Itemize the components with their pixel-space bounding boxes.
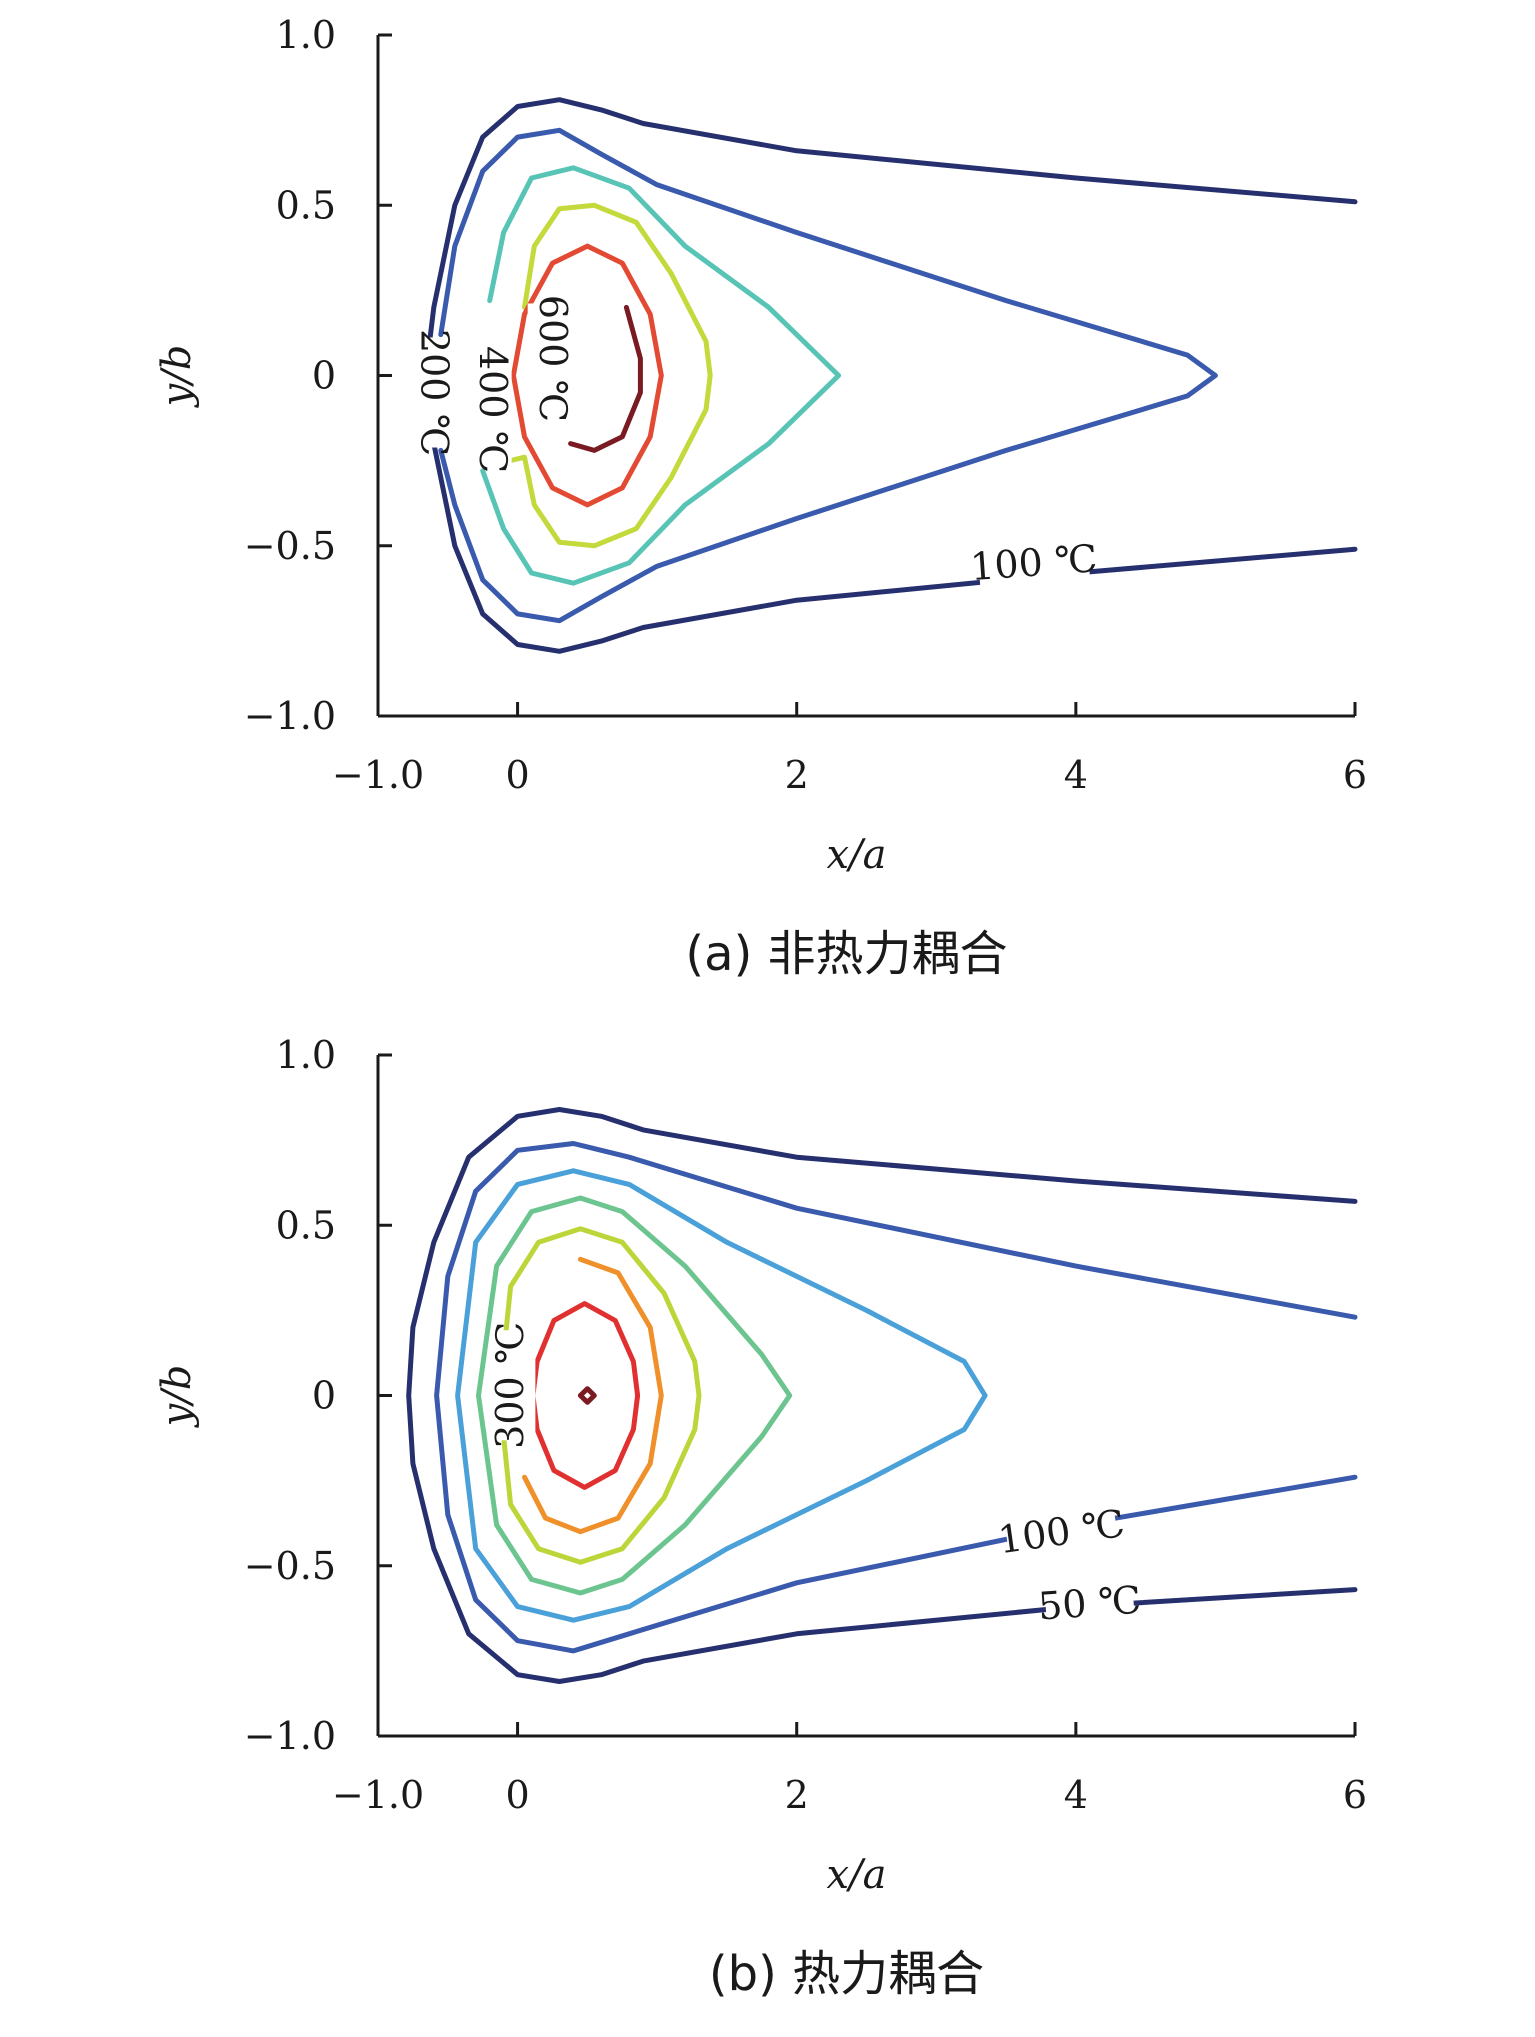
y-tick-label: −1.0 bbox=[244, 694, 336, 738]
x-axis-label: x/a bbox=[827, 1852, 887, 1898]
contour-line-4 bbox=[510, 243, 664, 508]
contour-label-bg bbox=[491, 1330, 536, 1441]
contour-label: 100 ℃ bbox=[969, 536, 1099, 589]
contour-label: 600 ℃ bbox=[531, 295, 575, 422]
contour-label-bg bbox=[527, 303, 572, 414]
contour-line-4 bbox=[496, 1226, 702, 1565]
contour-line-6 bbox=[530, 1301, 641, 1490]
x-tick-label: 4 bbox=[1064, 1773, 1088, 1817]
contour-label-bg bbox=[409, 337, 454, 448]
contour-line-0 bbox=[406, 1107, 1358, 1684]
contour-label-bg bbox=[1004, 1505, 1120, 1565]
y-axis-label: y/b bbox=[154, 345, 200, 409]
contour-line-2 bbox=[480, 165, 842, 586]
y-tick-label: 0 bbox=[312, 1374, 336, 1418]
contour-label-bg bbox=[1044, 1581, 1136, 1632]
x-tick-label: −1.0 bbox=[332, 753, 424, 797]
contour-label: 50 ℃ bbox=[1037, 1578, 1143, 1629]
contour-line-3 bbox=[476, 1195, 793, 1596]
x-tick-label: 4 bbox=[1064, 753, 1088, 797]
y-tick-label: −0.5 bbox=[244, 524, 336, 568]
contour-label-bg bbox=[467, 354, 512, 465]
x-tick-label: 6 bbox=[1343, 753, 1367, 797]
x-tick-label: 2 bbox=[785, 1773, 809, 1817]
contour-label: 400 ℃ bbox=[471, 346, 515, 473]
figure-caption: (a) 非热力耦合 bbox=[685, 926, 1007, 982]
contour-label: 100 ℃ bbox=[995, 1501, 1127, 1562]
chart-panel-b: 1.0 0.5 0 −0.5 −1.0 −1.0 0 2 4 6 x/a y/b 100 ℃ 50 ℃ 30… bbox=[154, 1033, 1367, 2002]
figure-caption: (b) 热力耦合 bbox=[709, 1946, 984, 2002]
contour-label: 300 ℃ bbox=[488, 1322, 532, 1449]
y-axis-label: y/b bbox=[154, 1365, 200, 1429]
x-tick-label: −1.0 bbox=[332, 1773, 424, 1817]
y-tick-label: 1.0 bbox=[276, 1033, 336, 1077]
contour-line-7 bbox=[577, 1386, 597, 1405]
x-axis-label: x/a bbox=[827, 832, 887, 878]
y-tick-label: 0.5 bbox=[276, 183, 336, 227]
contour-line-3 bbox=[508, 202, 713, 549]
x-tick-label: 0 bbox=[505, 753, 529, 797]
x-tick-label: 6 bbox=[1343, 1773, 1367, 1817]
contour-line-5 bbox=[522, 1256, 664, 1535]
chart-panel-a: 1.0 0.5 0 −0.5 −1.0 −1.0 0 2 4 6 x/a y/b 100 ℃ 200 ℃ 4… bbox=[154, 13, 1367, 982]
contour-label-bg bbox=[977, 540, 1091, 592]
y-tick-label: 1.0 bbox=[276, 13, 336, 57]
contour-line-1 bbox=[438, 127, 1218, 624]
contour-line-5 bbox=[568, 304, 643, 453]
contour-line-1 bbox=[434, 1141, 1358, 1654]
contour-line-2 bbox=[455, 1168, 988, 1623]
x-tick-label: 0 bbox=[505, 1773, 529, 1817]
x-tick-label: 2 bbox=[785, 753, 809, 797]
y-tick-label: −0.5 bbox=[244, 1544, 336, 1588]
y-tick-label: 0 bbox=[312, 354, 336, 398]
contour-label: 200 ℃ bbox=[413, 329, 457, 456]
y-tick-label: −1.0 bbox=[244, 1714, 336, 1758]
y-tick-label: 0.5 bbox=[276, 1203, 336, 1247]
